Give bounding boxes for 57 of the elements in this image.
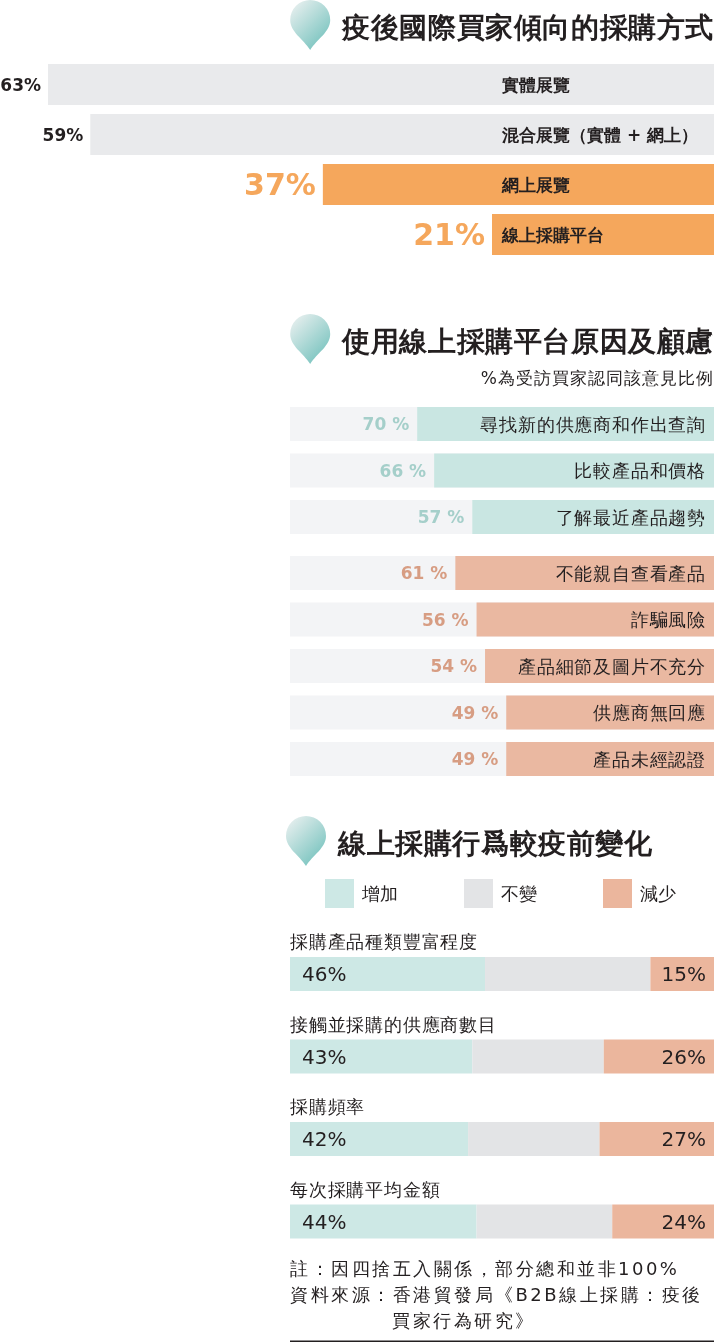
data-label: 27% [661, 1127, 706, 1151]
legend-label: 增加 [361, 883, 398, 904]
bar [612, 1204, 714, 1239]
bar [290, 957, 486, 991]
data-label: 63% [0, 74, 41, 95]
data-label: 54 % [430, 656, 478, 676]
y-tick-label: 每次採購平均金額 [290, 1178, 441, 1200]
y-tick-label: 實體展覽 [502, 74, 570, 95]
data-label: 26% [661, 1044, 706, 1069]
data-label: 49 % [451, 702, 499, 723]
y-tick-label: 尋找新的供應商和作出查詢 [480, 413, 706, 435]
y-tick-label: 了解最近產品趨勢 [555, 506, 706, 528]
text: 註：因四捨五入關係，部分總和並非100% [290, 1257, 680, 1279]
data-label: 46% [302, 962, 347, 986]
bar [290, 1204, 477, 1239]
y-tick-label: 採購產品種類豐富程度 [290, 931, 478, 952]
data-label: 56 % [421, 609, 469, 630]
bar [468, 1122, 600, 1156]
chart-title: 線上採購行爲較疫前變化 [337, 827, 653, 860]
y-tick-label: 詐騙風險 [630, 609, 706, 630]
data-label: 42% [302, 1127, 347, 1151]
data-label: 59% [42, 124, 84, 145]
legend-label: 減少 [640, 883, 676, 904]
y-tick-label: 產品細節及圖片不充分 [518, 655, 706, 677]
data-label: 61 % [400, 563, 448, 583]
bar [603, 1039, 714, 1074]
y-tick-label: 接觸並採購的供應商數目 [290, 1013, 497, 1035]
data-label: 44% [302, 1209, 347, 1234]
bar [322, 164, 714, 205]
source-note: 資料來源：香港貿發局《B2B線上採購：疫後買家行為研究》 [290, 1283, 703, 1331]
y-tick-label: 混合展覽（實體 + 網上） [501, 124, 699, 145]
chart-subtitle: %為受訪買家認同該意見比例 [480, 368, 714, 388]
y-tick-label: 網上展覽 [501, 174, 570, 195]
data-label: 37% [244, 167, 316, 202]
y-tick-label: 採購頻率 [290, 1096, 366, 1117]
data-label: 57 % [417, 507, 465, 527]
data-label: 21% [413, 217, 485, 252]
data-label: 15% [661, 962, 706, 986]
data-label: 24% [661, 1209, 706, 1234]
chart-title: 疫後國際買家傾向的採購方式 [341, 11, 715, 44]
bar [290, 1122, 469, 1156]
data-label: 70 % [362, 414, 410, 434]
bar [290, 1039, 473, 1074]
y-tick-label: 比較產品和價格 [574, 460, 706, 481]
chart-title: 使用線上採購平台原因及顧慮 [341, 325, 715, 358]
y-tick-label: 產品未經認證 [593, 748, 706, 770]
data-label: 66 % [379, 460, 427, 481]
bar [485, 957, 651, 991]
bar [476, 1204, 613, 1239]
y-tick-label: 不能親自查看產品 [555, 562, 706, 584]
y-tick-label: 線上採購平台 [501, 224, 604, 245]
data-label: 43% [302, 1044, 347, 1069]
y-tick-label: 供應商無回應 [593, 702, 706, 723]
legend-label: 不變 [501, 883, 537, 904]
bar [599, 1122, 714, 1156]
bar [472, 1039, 604, 1074]
data-label: 49 % [451, 749, 499, 769]
